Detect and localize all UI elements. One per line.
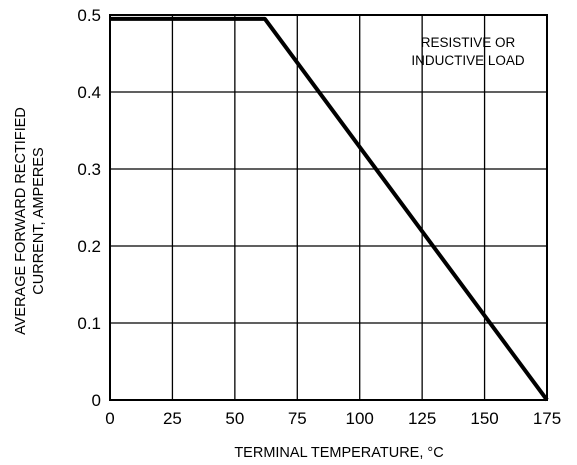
x-tick-labels: 0 25 50 75 100 125 150 175 <box>105 409 561 428</box>
annotation-line-2: INDUCTIVE LOAD <box>411 53 525 68</box>
y-tick-label: 0.5 <box>77 6 101 25</box>
annotation-line-1: RESISTIVE OR <box>421 35 516 50</box>
x-tick-label: 0 <box>105 409 114 428</box>
y-tick-label: 0.3 <box>77 160 101 179</box>
y-axis-label-line-2: CURRENT, AMPERES <box>31 147 47 294</box>
derating-curve <box>110 16 549 402</box>
y-tick-label: 0 <box>92 391 101 410</box>
x-tick-label: 25 <box>163 409 182 428</box>
x-tick-label: 75 <box>288 409 307 428</box>
x-tick-label: 150 <box>470 409 498 428</box>
y-tick-labels: 0 0.1 0.2 0.3 0.4 0.5 <box>77 6 101 410</box>
y-axis-label-line-1: AVERAGE FORWARD RECTIFIED <box>13 107 29 335</box>
x-tick-label: 50 <box>225 409 244 428</box>
x-tick-label: 125 <box>408 409 436 428</box>
x-tick-label: 175 <box>533 409 561 428</box>
y-tick-label: 0.2 <box>77 237 101 256</box>
grid-lines <box>109 14 548 401</box>
y-tick-label: 0.1 <box>77 314 101 333</box>
plot-frame <box>109 14 548 401</box>
x-tick-label: 100 <box>346 409 374 428</box>
x-axis-label: TERMINAL TEMPERATURE, °C <box>234 445 443 461</box>
y-tick-label: 0.4 <box>77 83 101 102</box>
series-group <box>110 16 549 402</box>
